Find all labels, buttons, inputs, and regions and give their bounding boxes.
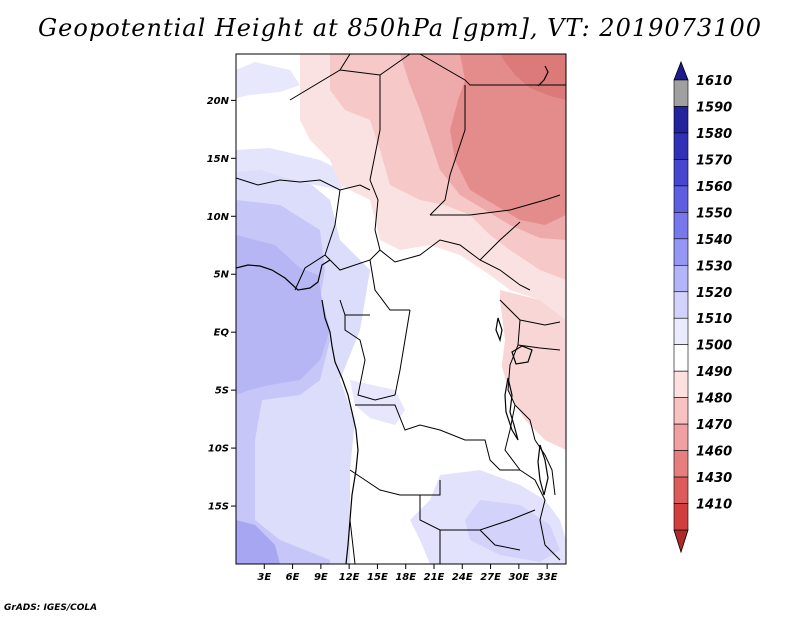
- lat-tick-label: 5N: [214, 270, 230, 281]
- map-frame: [235, 53, 567, 565]
- field-pink-deep: [450, 54, 566, 225]
- field-southwest-corner: [236, 520, 280, 564]
- field-pink-darkest: [500, 54, 566, 100]
- border-north: [289, 54, 566, 231]
- colorbar-swatch: [673, 503, 689, 531]
- colorbar-swatch: [673, 238, 689, 266]
- lon-tick-label: 12E: [339, 572, 360, 583]
- colorbar-swatch: [673, 317, 689, 346]
- colorbar-swatch: [673, 423, 689, 451]
- colorbar-level-label: 1540: [696, 233, 732, 248]
- lat-tick-label: 15S: [208, 502, 229, 513]
- colorbar-level-label: 1520: [696, 286, 732, 301]
- lon-tick-label: 15E: [367, 572, 388, 583]
- lon-tick-label: 3E: [257, 572, 271, 583]
- colorbar-level-label: 1530: [696, 259, 732, 274]
- colorbar-swatch: [673, 79, 689, 107]
- lon-tick-label: 9E: [314, 572, 328, 583]
- border-chad-car: [374, 194, 561, 291]
- coastline-west: [236, 259, 359, 564]
- colorbar: 1610 1590 1580 1570 1560 1550 1540 1530 1520 1510…: [673, 60, 732, 554]
- colorbar-level-label: 1500: [696, 339, 732, 354]
- lon-tick-label: 6E: [286, 572, 300, 583]
- colorbar-swatch: [673, 291, 689, 319]
- colorbar-swatch: [673, 476, 689, 504]
- lon-tick-label: 18E: [395, 572, 416, 583]
- colorbar-level-label: 1550: [696, 206, 732, 221]
- colorbar-level-label: 1460: [696, 445, 732, 460]
- footer-credit: GrADS: IGES/COLA: [4, 603, 98, 613]
- colorbar-swatch: [673, 344, 689, 372]
- colorbar-swatch: [673, 132, 689, 160]
- field-congo-basin: [380, 280, 505, 410]
- colorbar-swatch: [673, 212, 689, 240]
- colorbar-level-label: 1510: [696, 312, 732, 327]
- colorbar-level-label: 1560: [696, 180, 732, 195]
- field-south-lobe-inner: [465, 500, 560, 562]
- lake-turkana-coast: [537, 65, 549, 87]
- chart-title: Geopotential Height at 850hPa [gpm], VT:…: [38, 14, 762, 42]
- field-gulf-guinea: [236, 235, 330, 395]
- colorbar-level-label: 1480: [696, 392, 732, 407]
- colorbar-level-label: 1570: [696, 153, 732, 168]
- colorbar-top-cap: [673, 60, 689, 81]
- colorbar-swatch: [673, 106, 689, 134]
- field-congo-lavender: [350, 380, 405, 425]
- lake-malawi: [537, 444, 549, 496]
- colorbar-swatch: [673, 185, 689, 213]
- colorbar-level-label: 1490: [696, 365, 732, 380]
- lon-tick-label: 33E: [537, 572, 558, 583]
- lat-tick-label: 15N: [207, 154, 230, 165]
- lat-tick-label: 10N: [207, 212, 230, 223]
- border-angola: [349, 404, 536, 531]
- border-drc-east: [499, 299, 561, 441]
- lat-tick-label: 20N: [207, 96, 230, 107]
- colorbar-swatch: [673, 264, 689, 293]
- longitude-axis: 3E 6E 9E 12E 15E 18E 21E 24E 27E 30E 33E: [257, 564, 558, 583]
- colorbar-level-label: 1430: [696, 471, 732, 486]
- lake-tanganyika: [504, 377, 519, 441]
- lon-tick-label: 21E: [424, 572, 445, 583]
- lake-victoria: [511, 345, 533, 365]
- border-south: [349, 469, 561, 564]
- lake-kivu: [495, 317, 503, 343]
- colorbar-swatch: [673, 450, 689, 478]
- lon-tick-label: 24E: [452, 572, 473, 583]
- border-congo: [344, 309, 411, 401]
- colorbar-level-label: 1470: [696, 418, 732, 433]
- colorbar-level-label: 1580: [696, 127, 732, 142]
- colorbar-swatch: [673, 397, 689, 425]
- colorbar-level-label: 1590: [696, 100, 732, 115]
- lat-tick-label: 5S: [215, 386, 229, 397]
- country-borders: [236, 54, 566, 564]
- field-pink-east: [500, 290, 566, 450]
- colorbar-level-label: 1410: [696, 498, 732, 513]
- colorbar-swatch: [673, 159, 689, 187]
- colorbar-swatch: [673, 370, 689, 398]
- lon-tick-label: 30E: [508, 572, 529, 583]
- lat-tick-label: EQ: [214, 328, 230, 339]
- latitude-axis: 20N 15N 10N 5N EQ 5S 10S 15S: [207, 96, 236, 513]
- field-northwest-patch: [236, 62, 300, 98]
- colorbar-bottom-cap: [673, 529, 689, 554]
- coastline: [236, 65, 549, 564]
- lon-tick-label: 27E: [480, 572, 501, 583]
- lat-tick-label: 10S: [208, 444, 229, 455]
- map-field: [236, 54, 566, 564]
- field-sahel-patch: [236, 148, 350, 190]
- colorbar-level-label: 1610: [696, 74, 732, 89]
